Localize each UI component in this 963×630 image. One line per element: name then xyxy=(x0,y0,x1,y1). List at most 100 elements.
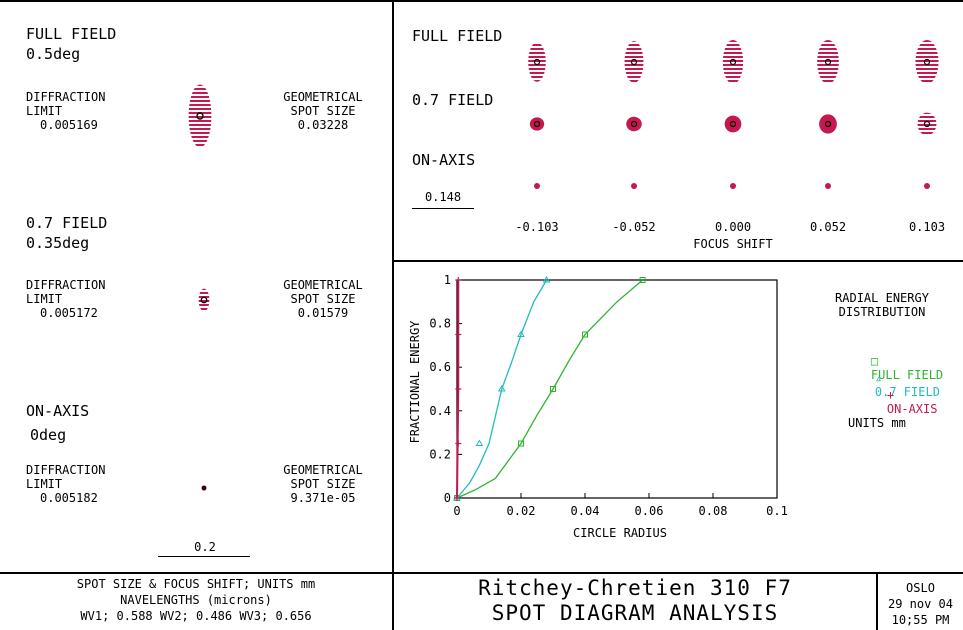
footer-info: SPOT SIZE & FOCUS SHIFT; UNITS mm NAVELE… xyxy=(76,577,316,623)
legend-marker: □ xyxy=(870,354,879,368)
x-tick-label: 0.08 xyxy=(699,504,728,518)
focus-spot-centroid xyxy=(729,120,737,128)
focus-spot xyxy=(722,40,744,84)
focus-spot-centroid xyxy=(923,120,931,128)
focus-spot-centroid xyxy=(630,58,638,66)
series-line-0 xyxy=(456,279,644,499)
diffraction-limit-label: DIFFRACTION LIMIT xyxy=(26,278,106,306)
y-tick-label: 0.2 xyxy=(429,447,451,461)
row-label-full-field: FULL FIELD xyxy=(412,27,503,45)
legend-label: 0.7 FIELD xyxy=(874,385,940,399)
spot-1-centroid xyxy=(200,296,208,304)
data-point xyxy=(639,277,646,283)
data-point xyxy=(497,385,506,392)
focus-spot xyxy=(534,183,540,189)
geometrical-spot-value: 9.371e-05 xyxy=(290,491,356,505)
frame-top xyxy=(0,0,963,2)
data-point xyxy=(582,331,588,338)
diffraction-limit-value: 0.005182 xyxy=(40,491,98,505)
focus-axis-label: FOCUS SHIFT xyxy=(693,237,773,251)
divider-horizontal-right xyxy=(393,260,963,262)
focus-value: 0.103 xyxy=(908,220,946,234)
y-tick-label: 0.8 xyxy=(429,317,451,331)
y-tick-label: 0 xyxy=(444,491,451,505)
data-point xyxy=(550,386,556,392)
focus-spot-centroid xyxy=(533,58,541,66)
focus-spot-centroid xyxy=(729,58,737,66)
field-name: FULL FIELD xyxy=(26,25,117,43)
y-tick-label: 0.6 xyxy=(429,360,451,374)
data-point xyxy=(542,276,551,283)
focus-spot xyxy=(624,41,644,83)
legend-marker: ▵ xyxy=(874,371,883,385)
y-tick-label: 1 xyxy=(444,273,451,287)
geometrical-spot-label: GEOMETRICAL SPOT SIZE xyxy=(283,278,363,306)
focus-spot xyxy=(528,42,546,82)
x-tick-label: 0.06 xyxy=(635,504,664,518)
data-point xyxy=(475,439,484,446)
spot-1 xyxy=(198,288,210,312)
diffraction-limit-label: DIFFRACTION LIMIT xyxy=(26,463,106,491)
focus-scale-bar-value: 0.148 xyxy=(424,190,462,204)
footer-divider-right xyxy=(876,572,878,630)
legend-label: ON-AXIS xyxy=(886,402,938,416)
x-tick-label: 0 xyxy=(453,504,460,518)
diffraction-limit-value: 0.005169 xyxy=(40,118,98,132)
geometrical-spot-label: GEOMETRICAL SPOT SIZE xyxy=(283,463,363,491)
focus-spot-centroid xyxy=(630,120,638,128)
program-info: OSLO 29 nov 04 10;55 PM xyxy=(887,581,954,627)
legend-marker: + xyxy=(886,388,895,402)
focus-spot xyxy=(917,112,937,136)
geometrical-spot-value: 0.03228 xyxy=(297,118,349,132)
focus-spot-centroid xyxy=(824,120,832,128)
focus-spot-centroid xyxy=(923,58,931,66)
focus-value: 0.000 xyxy=(714,220,752,234)
series-line-1 xyxy=(456,279,548,499)
data-point xyxy=(518,440,524,447)
legend-item-full-field: □ FULL FIELD xyxy=(842,340,943,396)
spot-0-centroid xyxy=(196,112,204,120)
focus-spot xyxy=(724,115,742,133)
focus-spot xyxy=(915,40,939,84)
focus-spot xyxy=(924,183,930,189)
spot-2-centroid xyxy=(201,486,206,491)
field-name: 0.7 FIELD xyxy=(26,214,108,232)
focus-spot xyxy=(819,114,837,134)
y-axis-label: FRACTIONAL ENERGY xyxy=(408,320,422,444)
geometrical-spot-label: GEOMETRICAL SPOT SIZE xyxy=(283,90,363,118)
field-angle: 0.35deg xyxy=(26,234,90,252)
focus-value: 0.052 xyxy=(809,220,847,234)
scale-bar xyxy=(158,556,250,557)
focus-spot xyxy=(631,183,637,189)
divider-vertical xyxy=(392,0,394,630)
focus-value: -0.103 xyxy=(515,220,559,234)
data-point xyxy=(517,330,525,337)
focus-spot xyxy=(529,117,545,131)
row-label-07-field: 0.7 FIELD xyxy=(412,91,494,109)
y-tick-label: 0.4 xyxy=(429,404,451,418)
x-tick-label: 0.1 xyxy=(766,504,788,518)
focus-spot xyxy=(626,116,642,132)
field-name: ON-AXIS xyxy=(26,402,90,420)
focus-spot-centroid xyxy=(533,120,541,128)
diffraction-limit-label: DIFFRACTION LIMIT xyxy=(26,90,106,118)
diffraction-limit-value: 0.005172 xyxy=(40,306,98,320)
spot-0 xyxy=(188,84,212,148)
footer-divider xyxy=(0,572,963,574)
focus-spot-centroid xyxy=(824,58,832,66)
geometrical-spot-value: 0.01579 xyxy=(297,306,349,320)
x-axis-label: CIRCLE RADIUS xyxy=(573,526,667,540)
focus-spot xyxy=(817,40,839,84)
focus-spot xyxy=(730,183,736,189)
row-label-on-axis: ON-AXIS xyxy=(412,151,476,169)
focus-spot xyxy=(825,183,831,189)
focus-value: -0.052 xyxy=(612,220,656,234)
x-tick-label: 0.04 xyxy=(571,504,600,518)
legend-title: RADIAL ENERGY DISTRIBUTION xyxy=(835,291,929,319)
focus-scale-bar xyxy=(412,208,474,209)
drawing-title: Ritchey-Chretien 310 F7 SPOT DIAGRAM ANA… xyxy=(478,576,792,625)
legend-item-on-axis: + ON-AXIS xyxy=(858,374,938,430)
units-label: UNITS mm xyxy=(848,416,906,430)
